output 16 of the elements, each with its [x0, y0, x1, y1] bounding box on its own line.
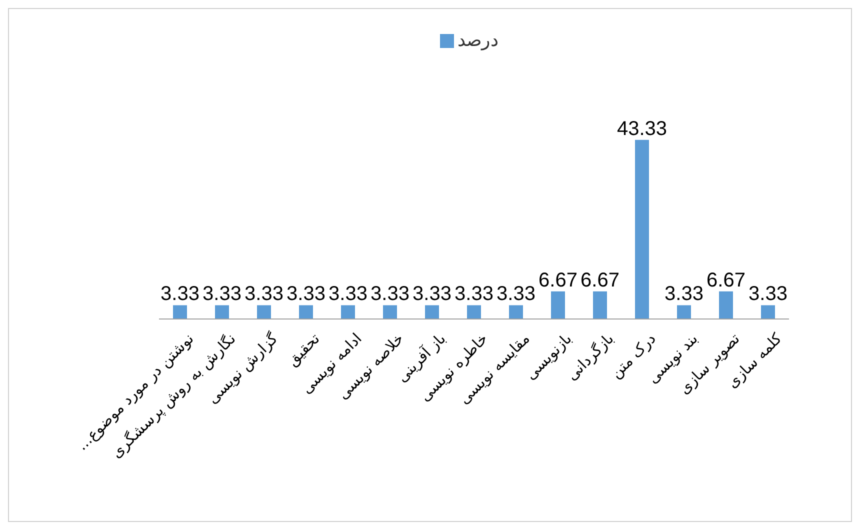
- data-label: 6.67: [580, 269, 620, 292]
- data-label: 3.33: [202, 283, 242, 306]
- data-label: 3.33: [496, 283, 536, 306]
- data-label: 3.33: [370, 283, 410, 306]
- data-label: 3.33: [328, 283, 368, 306]
- data-label: 3.33: [748, 283, 788, 306]
- data-label: 3.33: [286, 283, 326, 306]
- legend-label: درصد: [458, 30, 498, 50]
- data-label: 3.33: [454, 283, 494, 306]
- data-label: 43.33: [616, 118, 668, 140]
- data-label: 3.33: [412, 283, 452, 306]
- data-label: 6.67: [538, 269, 578, 292]
- data-label: 3.33: [244, 283, 284, 306]
- data-label: 3.33: [664, 283, 704, 306]
- data-label: 3.33: [160, 283, 200, 306]
- data-label: 6.67: [706, 269, 746, 292]
